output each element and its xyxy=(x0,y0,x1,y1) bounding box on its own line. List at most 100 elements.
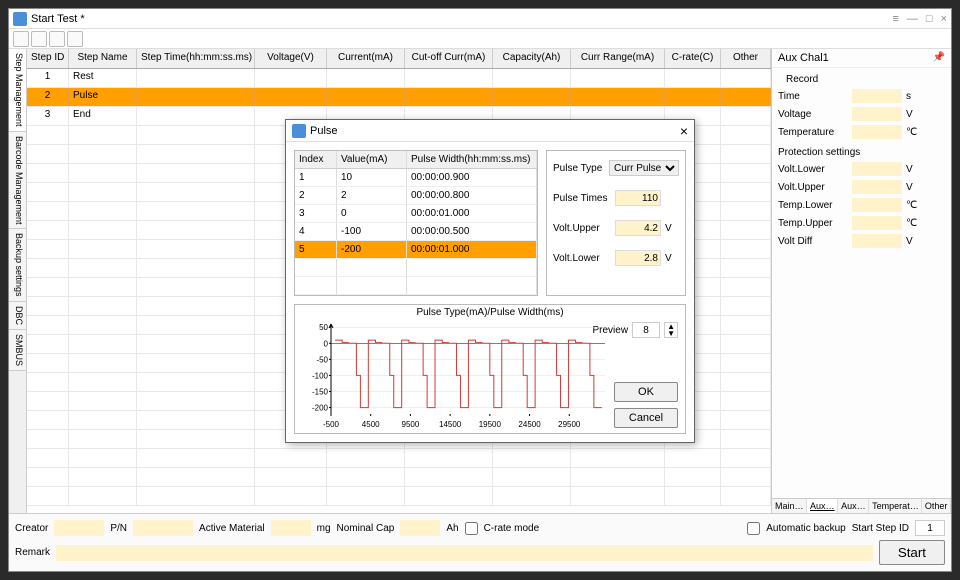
pulse-table-row[interactable]: 5-20000:00:01.000 xyxy=(295,241,537,259)
remark-input[interactable] xyxy=(56,545,873,561)
creator-input[interactable] xyxy=(54,520,104,536)
field-input[interactable] xyxy=(852,180,902,194)
start-button[interactable]: Start xyxy=(879,540,945,565)
field-unit: s xyxy=(906,91,918,102)
mg-label: mg xyxy=(317,523,331,534)
menu-icon[interactable]: ≡ xyxy=(892,13,898,25)
volt-upper-label: Volt.Upper xyxy=(553,223,611,234)
volt-lower-label: Volt.Lower xyxy=(553,253,611,264)
svg-text:29500: 29500 xyxy=(558,420,581,429)
open-file-button[interactable] xyxy=(31,31,47,47)
creator-label: Creator xyxy=(15,523,48,534)
ah-label: Ah xyxy=(446,523,458,534)
minimize-icon[interactable]: — xyxy=(907,13,918,25)
step-grid: Step IDStep NameStep Time(hh:mm:ss.ms)Vo… xyxy=(27,49,771,513)
nominal-cap-input[interactable] xyxy=(400,520,440,536)
grid-header-cell[interactable]: Other xyxy=(721,49,771,68)
pin-icon[interactable]: 📌 xyxy=(933,52,945,64)
side-tab-1[interactable]: Barcode Management xyxy=(9,132,26,230)
pulse-times-input[interactable] xyxy=(615,190,661,206)
side-tabs: Step ManagementBarcode ManagementBackup … xyxy=(9,49,27,513)
pulse-table-row[interactable]: 3000:00:01.000 xyxy=(295,205,537,223)
dialog-close-icon[interactable]: × xyxy=(680,123,688,139)
grid-header-cell[interactable]: Cut-off Curr(mA) xyxy=(405,49,493,68)
ok-button[interactable]: OK xyxy=(614,382,678,402)
side-tab-2[interactable]: Backup settings xyxy=(9,229,26,302)
crate-mode-checkbox[interactable] xyxy=(465,522,478,535)
grid-header-cell[interactable]: Capacity(Ah) xyxy=(493,49,571,68)
start-step-label: Start Step ID xyxy=(852,523,909,534)
aux-tab[interactable]: Main… xyxy=(772,499,807,513)
grid-header-cell[interactable]: C-rate(C) xyxy=(665,49,721,68)
svg-text:-150: -150 xyxy=(312,388,329,397)
pulse-table-row[interactable]: 11000:00:00.900 xyxy=(295,169,537,187)
field-label: Volt Diff xyxy=(778,236,848,247)
volt-upper-input[interactable] xyxy=(615,220,661,236)
aux-tab[interactable]: Temperat… xyxy=(869,499,922,513)
save-button[interactable] xyxy=(49,31,65,47)
grid-header-cell[interactable]: Step ID xyxy=(27,49,69,68)
field-input[interactable] xyxy=(852,107,902,121)
field-label: Temperature xyxy=(778,127,848,138)
pn-input[interactable] xyxy=(133,520,193,536)
grid-header-cell[interactable]: Current(mA) xyxy=(327,49,405,68)
aux-tab[interactable]: Aux… xyxy=(838,499,869,513)
volt-lower-unit: V xyxy=(665,253,672,264)
svg-text:19500: 19500 xyxy=(479,420,502,429)
svg-text:14500: 14500 xyxy=(439,420,462,429)
bottom-bar: Creator P/N Active Material mg Nominal C… xyxy=(9,513,951,571)
aux-tab[interactable]: Other xyxy=(922,499,951,513)
field-label: Volt.Lower xyxy=(778,164,848,175)
aux-tab[interactable]: Aux… xyxy=(807,499,838,513)
pulse-type-label: Pulse Type xyxy=(553,163,605,174)
side-tab-0[interactable]: Step Management xyxy=(9,49,26,132)
grid-header-cell[interactable]: Voltage(V) xyxy=(255,49,327,68)
field-input[interactable] xyxy=(852,198,902,212)
app-icon xyxy=(13,12,27,26)
svg-text:9500: 9500 xyxy=(402,420,420,429)
grid-header-cell[interactable]: Step Name xyxy=(69,49,137,68)
pulse-type-select[interactable]: Curr Pulse xyxy=(609,160,679,176)
volt-upper-unit: V xyxy=(665,223,672,234)
active-material-input[interactable] xyxy=(271,520,311,536)
volt-lower-input[interactable] xyxy=(615,250,661,266)
aux-title: Aux Chal1 xyxy=(778,52,829,64)
auto-backup-checkbox[interactable] xyxy=(747,522,760,535)
field-input[interactable] xyxy=(852,125,902,139)
grid-header-cell[interactable]: Step Time(hh:mm:ss.ms) xyxy=(137,49,255,68)
svg-text:-50: -50 xyxy=(316,355,328,364)
pulse-params: Pulse Type Curr Pulse Pulse Times Volt.U… xyxy=(546,150,686,296)
field-input[interactable] xyxy=(852,216,902,230)
field-label: Temp.Lower xyxy=(778,200,848,211)
remark-label: Remark xyxy=(15,547,50,558)
table-row[interactable]: 2Pulse xyxy=(27,88,771,107)
chart-title: Pulse Type(mA)/Pulse Width(ms) xyxy=(295,305,685,320)
pulse-table-row[interactable]: 2200:00:00.800 xyxy=(295,187,537,205)
pulse-table-row[interactable]: 4-10000:00:00.500 xyxy=(295,223,537,241)
save-all-button[interactable] xyxy=(67,31,83,47)
close-icon[interactable]: × xyxy=(941,13,947,25)
pulse-table: IndexValue(mA)Pulse Width(hh:mm:ss.ms) 1… xyxy=(294,150,538,296)
grid-header-cell[interactable]: Curr Range(mA) xyxy=(571,49,665,68)
side-tab-3[interactable]: DBC xyxy=(9,302,26,330)
field-unit: V xyxy=(906,182,918,193)
svg-text:4500: 4500 xyxy=(362,420,380,429)
dialog-title: Pulse xyxy=(310,125,338,137)
dialog-icon xyxy=(292,124,306,138)
field-unit: V xyxy=(906,236,918,247)
svg-text:-500: -500 xyxy=(323,420,340,429)
table-row[interactable]: 1Rest xyxy=(27,69,771,88)
field-input[interactable] xyxy=(852,234,902,248)
field-input[interactable] xyxy=(852,162,902,176)
maximize-icon[interactable]: □ xyxy=(926,13,933,25)
field-input[interactable] xyxy=(852,89,902,103)
field-label: Voltage xyxy=(778,109,848,120)
new-file-button[interactable] xyxy=(13,31,29,47)
field-unit: V xyxy=(906,109,918,120)
field-unit: ℃ xyxy=(906,218,918,229)
start-step-input[interactable] xyxy=(915,520,945,536)
pulse-dialog: Pulse × IndexValue(mA)Pulse Width(hh:mm:… xyxy=(285,119,695,443)
active-material-label: Active Material xyxy=(199,523,265,534)
side-tab-4[interactable]: SMBUS xyxy=(9,330,26,371)
cancel-button[interactable]: Cancel xyxy=(614,408,678,428)
